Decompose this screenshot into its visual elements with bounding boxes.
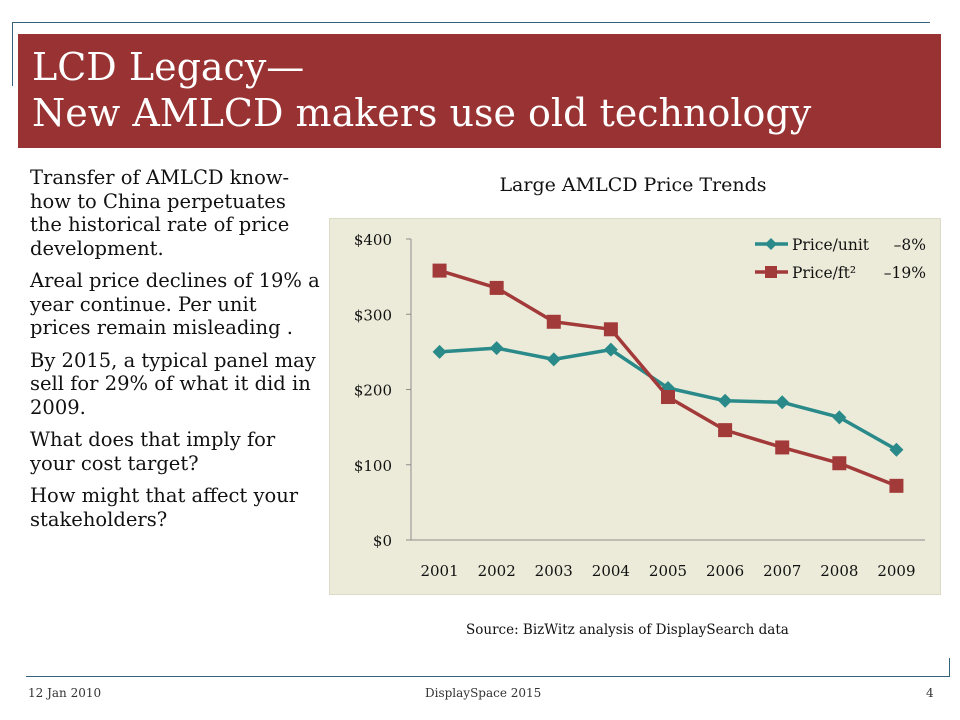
data-point-square	[546, 314, 561, 329]
data-point-diamond	[775, 395, 790, 410]
y-tick-label: $400	[354, 231, 392, 249]
data-point-square	[603, 322, 618, 337]
bullet-3: By 2015, a typical panel may sell for 29…	[30, 348, 316, 419]
slide-title-line1: LCD Legacy—	[32, 45, 305, 89]
slide-title-line2: New AMLCD makers use old technology	[32, 91, 812, 135]
data-point-square	[889, 478, 904, 493]
y-tick-label: $300	[354, 306, 392, 324]
x-tick-label: 2001	[420, 562, 458, 580]
data-point-square	[832, 456, 847, 471]
legend-marker-square	[765, 266, 777, 278]
chart-source: Source: BizWitz analysis of DisplaySearc…	[466, 622, 789, 638]
x-tick-label: 2004	[592, 562, 630, 580]
y-tick-label: $0	[373, 532, 392, 550]
x-tick-label: 2007	[763, 562, 801, 580]
footer-date: 12 Jan 2010	[28, 686, 102, 700]
data-point-diamond	[432, 344, 447, 359]
x-tick-label: 2002	[478, 562, 516, 580]
chart-area: $0 $100 $200 $300 $400 2001 2002 2003 2004 2005 20…	[329, 218, 941, 595]
footer-page-number: 4	[926, 686, 934, 700]
bullet-2: Areal price declines of 19% a year conti…	[30, 269, 320, 339]
data-point-square	[775, 440, 790, 455]
frame-right-line	[949, 658, 950, 677]
legend-marker-diamond	[765, 238, 777, 250]
bullet-4: What does that imply for your cost targe…	[30, 428, 276, 475]
x-tick-label: 2006	[706, 562, 744, 580]
frame-bottom-line	[26, 676, 950, 677]
chart-title: Large AMLCD Price Trends	[499, 174, 767, 196]
data-point-square	[661, 390, 675, 405]
bullet-1: Transfer of AMLCD know-how to China perp…	[30, 166, 290, 260]
x-tick-label: 2003	[535, 562, 573, 580]
data-point-square	[432, 263, 447, 278]
data-point-diamond	[889, 442, 904, 457]
x-tick-label: 2008	[820, 562, 858, 580]
frame-top-line	[12, 22, 930, 23]
series-line-price-per-ft2	[439, 268, 898, 488]
data-point-diamond	[718, 393, 733, 408]
y-tick-label: $200	[354, 382, 392, 400]
data-point-diamond	[832, 410, 847, 425]
legend-change: –19%	[884, 264, 926, 282]
data-point-square	[489, 280, 504, 295]
footer-center: DisplaySpace 2015	[425, 686, 542, 700]
data-point-diamond	[489, 341, 504, 356]
title-band: LCD Legacy— New AMLCD makers use old tec…	[18, 34, 941, 148]
y-tick-label: $100	[354, 457, 392, 475]
legend-change: –8%	[894, 236, 926, 254]
data-point-square	[718, 423, 733, 438]
frame-left-line	[12, 22, 13, 86]
x-tick-label: 2009	[877, 562, 915, 580]
price-trend-chart: $0 $100 $200 $300 $400 2001 2002 2003 2004 2005 20…	[354, 231, 926, 580]
data-point-diamond	[546, 352, 561, 367]
legend-label: Price/unit	[792, 236, 870, 254]
x-tick-label: 2005	[649, 562, 687, 580]
legend-label: Price/ft²	[792, 264, 856, 282]
bullet-list: Transfer of AMLCD know-how to China perp…	[30, 166, 322, 540]
bullet-5: How might that affect your stakeholders?	[30, 484, 299, 531]
data-point-diamond	[603, 342, 618, 357]
